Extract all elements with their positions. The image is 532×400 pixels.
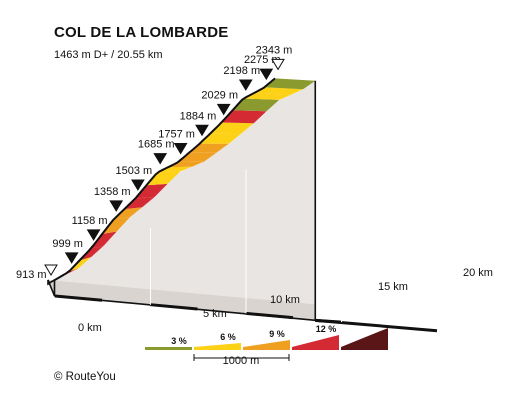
legend-swatch-0 [145,347,192,350]
scale-label: 1000 m [223,355,260,367]
legend-swatch-1 [194,343,241,350]
altitude-label-7: 1884 m [180,110,217,122]
km-tick-0 [54,294,103,302]
gradient-segment-8 [135,183,168,199]
km-label-1: 5 km [203,308,227,320]
altitude-marker-8 [216,103,231,116]
altitude-label-10: 2275 m [244,54,281,66]
gradient-segment-13 [189,143,229,153]
gradient-segment-20 [264,78,316,90]
legend-swatch-4 [341,328,388,350]
legend-swatch-2 [243,340,290,350]
gradient-segment-15 [210,122,254,134]
gradient-segment-19 [254,87,303,95]
km-tick-2 [245,311,294,320]
altitude-marker-7 [195,124,209,137]
altitude-marker-11 [271,58,285,71]
altitude-label-5: 1685 m [138,139,175,151]
altitude-label-2: 1158 m [72,215,108,227]
legend-swatch-3 [292,335,339,350]
gradient-segment-16 [221,110,267,124]
km-label-0: 0 km [78,322,102,334]
km-label-4: 20 km [463,267,493,279]
altitude-marker-1 [64,252,79,264]
altitude-marker-5 [153,153,168,165]
gradient-segment-17 [232,98,280,112]
gradient-segment-3 [79,245,104,261]
gradient-segment-7 [124,196,155,210]
altitude-label-6: 1757 m [158,129,195,141]
ground-base [48,280,316,321]
altitude-label-0: 913 m [16,269,47,281]
altitude-marker-9 [238,79,253,91]
km-tick-4 [315,318,438,333]
legend-label-2: 9 % [269,329,285,339]
km-label-3: 15 km [378,281,408,293]
gradient-segment-5 [102,217,130,234]
km-label-2: 10 km [270,294,300,306]
legend-label-0: 3 % [171,336,187,346]
gradient-segment-10 [157,166,193,173]
profile-wall [54,80,316,320]
gradient-segment-14 [199,133,242,144]
chart-title: COL DE LA LOMBARDE [54,24,229,41]
altitude-marker-6 [173,143,188,155]
gradient-segment-4 [90,231,117,249]
altitude-label-4: 1503 m [116,165,153,177]
gradient-segment-6 [113,207,143,220]
gradient-segment-9 [146,171,181,186]
profile-outline [47,77,276,285]
start-face [47,278,56,297]
altitude-marker-2 [86,229,101,241]
legend-label-1: 6 % [220,332,236,342]
legend-label-3: 12 % [316,324,337,334]
altitude-marker-0 [44,264,58,276]
altitude-label-8: 2029 m [201,89,238,101]
copyright-text: © RouteYou [54,371,116,383]
altitude-marker-10 [259,68,274,81]
altitude-label-3: 1358 m [94,186,131,198]
gradient-segment-2 [68,257,92,272]
chart-subtitle: 1463 m D+ / 20.55 km [54,49,163,61]
altitude-marker-4 [131,179,145,191]
altitude-marker-3 [109,200,124,212]
altitude-label-11: 2343 m [256,44,293,56]
altitude-label-1: 999 m [52,238,83,250]
gradient-segment-18 [243,93,291,100]
altitude-label-9: 2198 m [223,65,260,77]
km-tick-1 [150,303,198,311]
